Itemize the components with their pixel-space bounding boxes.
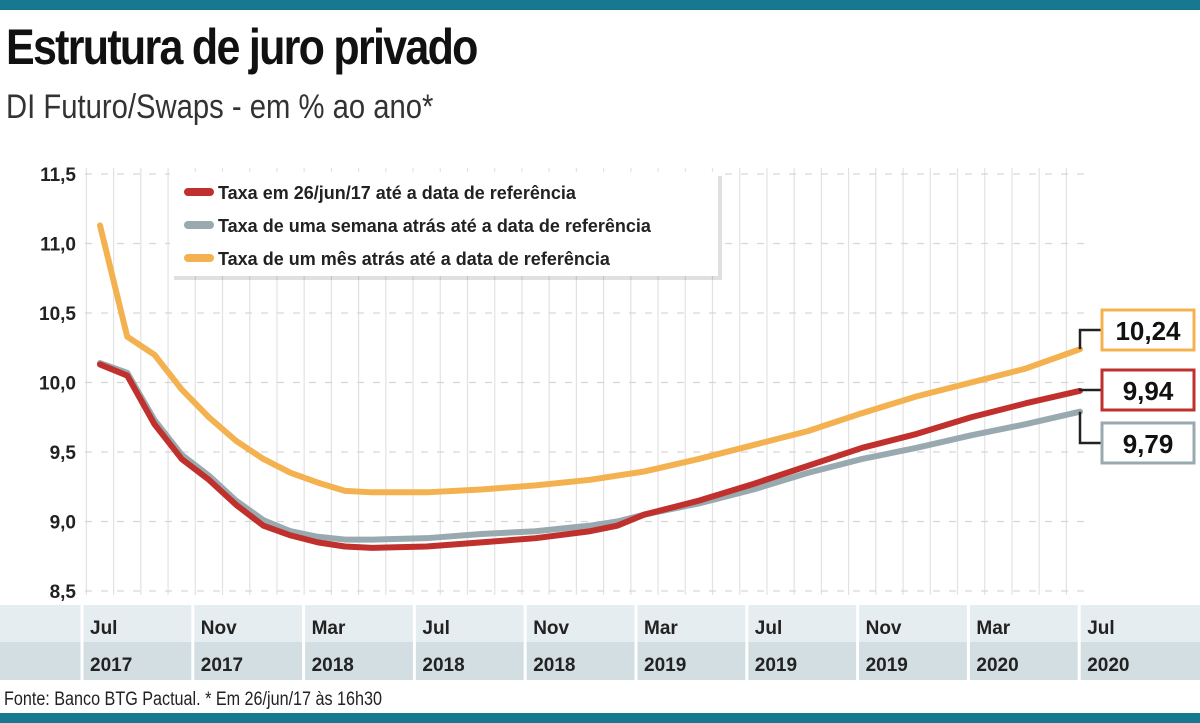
x-tick-month: Jul: [755, 618, 782, 639]
y-tick-label: 10,5: [39, 304, 76, 325]
x-tick-year: 2019: [644, 655, 686, 676]
x-tick-month: Jul: [1087, 618, 1114, 639]
legend-label: Taxa de uma semana atrás até a data de r…: [218, 216, 652, 236]
end-label-value: 9,94: [1123, 376, 1174, 406]
x-tick-year: 2018: [533, 655, 575, 676]
x-tick-year: 2018: [312, 655, 354, 676]
chart-subtitle: DI Futuro/Swaps - em % ao ano*: [6, 88, 434, 126]
end-label-box: [1100, 421, 1196, 465]
end-label-box: [1100, 368, 1196, 412]
series-line-0: [97, 361, 1083, 551]
legend-label: Taxa de um mês atrás até a data de refer…: [218, 249, 611, 269]
x-tick-year: 2020: [976, 655, 1018, 676]
y-tick-label: 11,0: [40, 235, 76, 256]
x-tick-year: 2019: [866, 655, 908, 676]
bottom-accent-bar: [0, 713, 1200, 723]
y-tick-label: 8,5: [50, 582, 77, 603]
source-note: Fonte: Banco BTG Pactual. * Em 26/jun/17…: [4, 689, 382, 710]
end-label-leader: [1078, 328, 1102, 350]
x-tick-month: Mar: [312, 618, 346, 639]
y-tick-label: 9,0: [50, 513, 76, 534]
end-label-value: 9,79: [1123, 429, 1174, 459]
end-label-value: 10,24: [1115, 316, 1181, 346]
chart-title: Estrutura de juro privado: [6, 19, 478, 75]
end-label-leader: [1078, 411, 1102, 445]
legend: Taxa em 26/jun/17 até a data de referênc…: [170, 172, 722, 280]
legend-label: Taxa em 26/jun/17 até a data de referênc…: [218, 183, 577, 203]
x-tick-year: 2017: [90, 655, 132, 676]
x-tick-month: Mar: [976, 618, 1010, 639]
x-tick-month: Nov: [201, 618, 237, 639]
x-tick-month: Jul: [422, 618, 449, 639]
x-tick-year: 2018: [422, 655, 464, 676]
x-tick-month: Jul: [90, 618, 117, 639]
x-tick-month: Nov: [533, 618, 569, 639]
series-line-1: [97, 360, 1083, 543]
top-accent-bar: [0, 0, 1200, 10]
x-tick-year: 2020: [1087, 655, 1129, 676]
series-line-2: [97, 222, 1083, 496]
y-tick-label: 11,5: [40, 165, 76, 186]
x-tick-month: Nov: [866, 618, 902, 639]
x-axis-band-month: [0, 605, 1200, 642]
legend-box: [170, 172, 718, 276]
end-label-box: [1100, 308, 1196, 352]
x-tick-month: Mar: [644, 618, 678, 639]
end-label-leader: [1078, 388, 1102, 392]
y-tick-label: 10,0: [39, 374, 76, 395]
x-tick-year: 2017: [201, 655, 243, 676]
y-tick-label: 9,5: [50, 443, 77, 464]
x-axis-band-year: [0, 642, 1200, 680]
x-tick-year: 2019: [755, 655, 797, 676]
